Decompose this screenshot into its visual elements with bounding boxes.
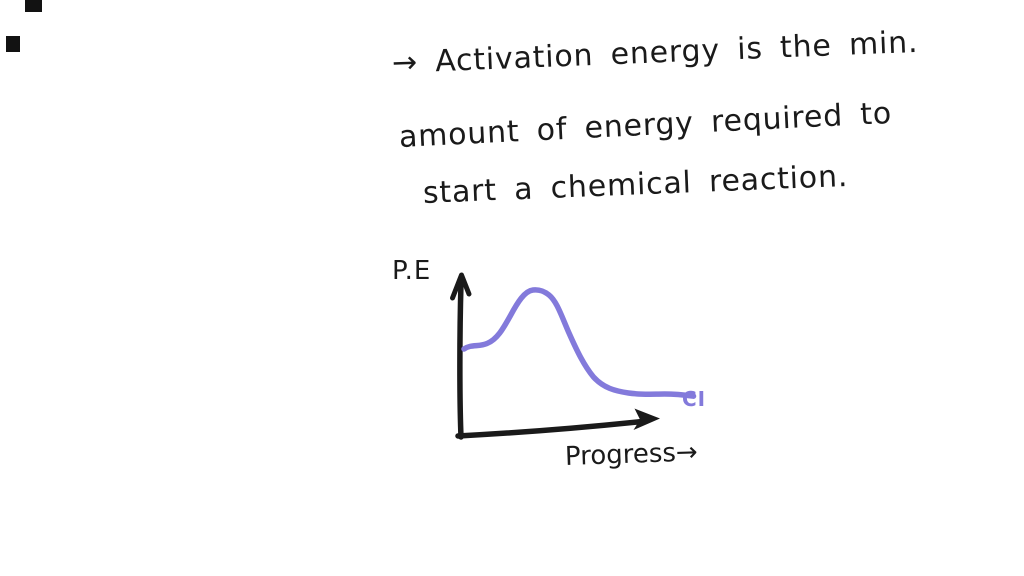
x-axis-arrowhead-icon xyxy=(633,408,660,430)
x-axis-line xyxy=(455,418,645,439)
y-axis-arrowhead-icon xyxy=(450,272,472,301)
x-axis-label: Progress→ xyxy=(564,437,699,472)
y-axis-label: P.E xyxy=(392,256,432,286)
energy-curve xyxy=(461,287,697,399)
corner-ink-mark-1 xyxy=(25,0,42,12)
curve-end-label: CI xyxy=(682,387,707,411)
corner-ink-mark-2 xyxy=(6,36,20,52)
y-axis-line xyxy=(457,280,464,440)
